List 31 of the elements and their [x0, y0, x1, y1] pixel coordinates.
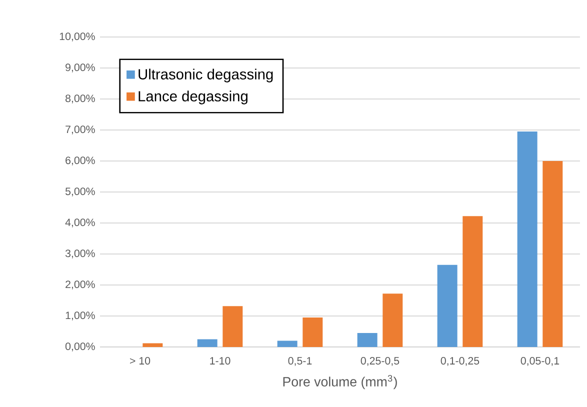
bar [357, 333, 378, 347]
x-axis-title: Pore volume (mm$^{3}$) [283, 375, 397, 390]
x-tick-label: 0,1-0,25 [440, 357, 480, 366]
bar [382, 294, 403, 347]
y-tick-label: 7,00% [66, 126, 95, 134]
bar [437, 264, 458, 347]
y-tick-label: 4,00% [65, 218, 95, 228]
bar [542, 160, 563, 347]
bar [462, 216, 483, 347]
legend-label: Lance degassing [138, 90, 248, 104]
x-tick-label: 0,5-1 [288, 357, 312, 366]
bar [142, 343, 163, 347]
y-tick-label: 10,00% [60, 32, 95, 42]
y-tick-label: 8,00% [66, 94, 95, 104]
legend-label: Ultrasonic degassing [138, 68, 273, 82]
bar [197, 339, 218, 347]
y-tick-label: 3,00% [65, 250, 95, 258]
y-tick-label: 6,00% [66, 156, 95, 166]
y-tick-label: 0,00% [65, 342, 95, 352]
bar [222, 306, 243, 347]
bar [277, 340, 298, 347]
x-tick-label: > 10 [130, 357, 150, 365]
y-tick-label: 1,00% [66, 312, 95, 320]
y-tick-label: 2,00% [66, 280, 95, 290]
x-tick-label: 1-10 [210, 357, 230, 365]
y-tick-label: 9,00% [66, 64, 95, 72]
x-tick-label: 0,25-0,5 [360, 357, 400, 366]
bar [302, 318, 323, 347]
x-tick-label: 0,05-0,1 [520, 357, 560, 366]
y-tick-label: 5,00% [65, 188, 95, 196]
bar [517, 132, 538, 347]
